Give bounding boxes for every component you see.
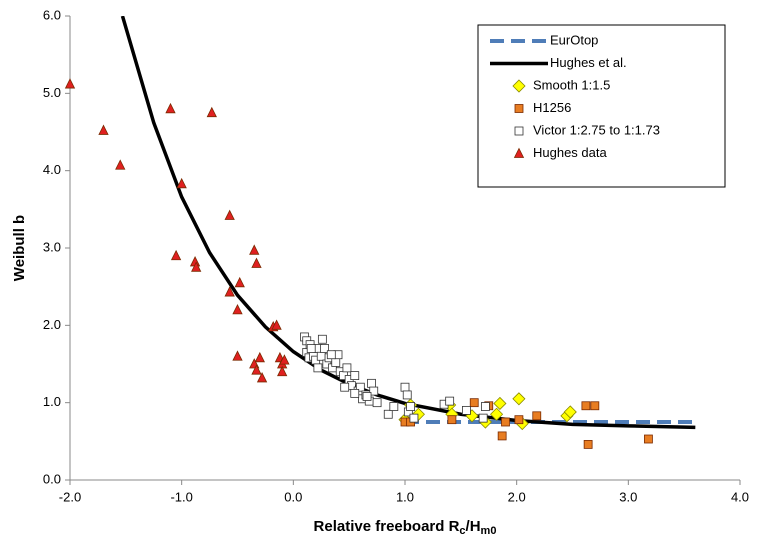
point [445,396,455,406]
legend-label: Victor 1:2.75 to 1:1.73 [533,122,660,137]
point [480,402,490,411]
point [234,276,245,288]
y-tick-label: 5.0 [43,85,61,100]
point [306,344,316,353]
point [497,431,507,441]
legend-label: EurOtop [550,32,598,47]
x-label-part: c [459,525,465,537]
point [447,415,457,425]
point [532,411,542,421]
point [316,351,326,361]
point [165,102,176,114]
point [340,382,350,392]
x-label-part: Relative freeboard R [314,518,460,535]
legend-label: H1256 [533,100,571,115]
point [254,351,265,363]
x-tick-label: 3.0 [619,489,637,504]
point [232,303,243,315]
point [501,417,510,427]
y-tick-label: 0.0 [43,471,61,486]
point [369,386,379,396]
point [224,209,235,220]
x-label-part: /H [466,518,481,535]
point [512,392,526,406]
legend-swatch [512,79,526,93]
point [251,257,262,268]
y-tick-label: 6.0 [43,7,61,22]
point [350,371,360,381]
legend-label: Hughes et al. [550,55,627,70]
point [115,159,126,170]
point [350,388,360,398]
point [317,334,327,344]
point [206,106,217,118]
point [563,405,577,419]
y-axis-label: Weibull b [11,215,28,281]
point [389,402,399,411]
point [98,124,109,135]
legend-label: Hughes data [533,145,607,160]
point [411,407,425,421]
legend-swatch [514,126,524,136]
x-tick-label: 0.0 [284,489,302,504]
point [406,402,415,411]
point [64,78,76,89]
point [342,363,352,373]
point [581,401,591,411]
legend-swatch [513,147,525,158]
point [367,378,376,388]
point [176,177,187,189]
y-tick-label: 1.0 [43,394,61,409]
x-tick-label: 2.0 [508,489,526,504]
point [191,261,202,272]
point [277,365,288,377]
point [493,396,507,411]
point [469,398,479,408]
x-tick-label: -2.0 [59,489,81,504]
x-axis-label: Relative freeboard Rc/Hm0 [314,518,497,537]
point [232,350,243,361]
point [251,364,262,375]
point [271,319,282,330]
point [279,354,290,365]
y-tick-label: 3.0 [43,239,61,254]
point [644,434,653,444]
legend-swatch [514,104,524,113]
point [355,382,365,392]
point [320,344,330,353]
point [362,392,372,401]
point [514,415,524,425]
y-tick-label: 4.0 [43,162,61,177]
x-label-part: m0 [481,525,497,537]
point [409,413,419,423]
point [372,398,382,408]
point [462,405,471,415]
y-tick-label: 2.0 [43,317,61,332]
point [583,440,593,449]
point [400,382,410,392]
point [478,413,488,423]
x-tick-label: -1.0 [170,489,192,504]
point [402,390,412,400]
point [383,409,393,419]
point [224,286,235,297]
x-tick-label: 1.0 [396,489,414,504]
point [313,363,323,373]
point [331,358,341,367]
point [170,249,182,261]
x-tick-label: 4.0 [731,489,749,504]
legend-label: Smooth 1:1.5 [533,77,610,92]
point [249,244,260,255]
point [490,407,504,421]
point [256,372,268,383]
point [326,350,336,360]
line [120,16,696,430]
point [590,401,600,411]
